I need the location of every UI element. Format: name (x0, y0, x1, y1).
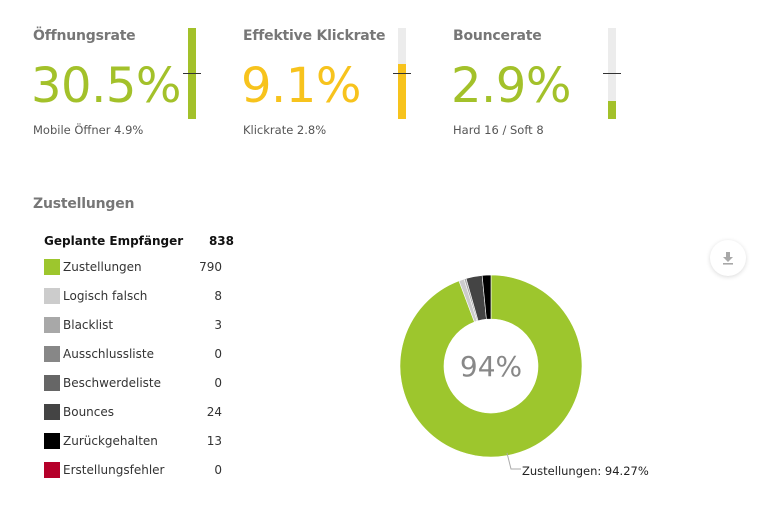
legend-swatch (44, 259, 60, 275)
legend-item-label: Erstellungsfehler (63, 463, 165, 477)
legend-swatch (44, 433, 60, 449)
legend-item-value: 13 (206, 434, 222, 448)
gauge-fill (608, 101, 616, 119)
legend-swatch (44, 404, 60, 420)
kpi-open-rate-sub: Mobile Öffner 4.9% (33, 123, 144, 137)
legend-swatch (44, 375, 60, 391)
download-chart-button[interactable] (710, 240, 746, 276)
legend-item-logisch-falsch[interactable]: Logisch falsch 8 (44, 288, 222, 306)
gauge-target-marker (603, 73, 621, 74)
kpi-bounce-rate-value: 2.9% (451, 58, 571, 114)
legend-item-bounces[interactable]: Bounces 24 (44, 404, 222, 422)
legend-item-label: Ausschlussliste (63, 347, 154, 361)
kpi-click-rate-sub: Klickrate 2.8% (243, 123, 327, 137)
legend-item-label: Blacklist (63, 318, 114, 332)
legend-item-blacklist[interactable]: Blacklist 3 (44, 317, 222, 335)
legend-item-label: Zurückgehalten (63, 434, 158, 448)
legend-item-erstellungsfehler[interactable]: Erstellungsfehler 0 (44, 462, 222, 480)
legend-item-zustellungen[interactable]: Zustellungen 790 (44, 259, 222, 277)
callout-connector (506, 452, 521, 470)
legend-item-label: Logisch falsch (63, 289, 148, 303)
legend-item-value: 0 (214, 347, 222, 361)
legend-item-beschwerdeliste[interactable]: Beschwerdeliste 0 (44, 375, 222, 393)
section-title-deliveries: Zustellungen (33, 196, 135, 212)
legend-item-value: 8 (214, 289, 222, 303)
donut-slice-zustellungen[interactable] (399, 274, 583, 458)
planned-recipients-label: Geplante Empfänger (44, 234, 184, 248)
legend-header-planned-recipients: Geplante Empfänger 838 (44, 233, 234, 251)
kpi-bounce-rate-title: Bouncerate (453, 28, 542, 44)
kpi-open-rate-title: Öffnungsrate (33, 28, 136, 44)
kpi-open-rate-gauge (183, 28, 201, 119)
gauge-target-marker (183, 73, 201, 74)
planned-recipients-value: 838 (208, 234, 234, 248)
donut-center-label: 94% (459, 349, 523, 383)
legend-item-ausschlussliste[interactable]: Ausschlussliste 0 (44, 346, 222, 364)
donut-slice-zur-ckgehalten[interactable] (481, 274, 492, 320)
legend-item-label: Beschwerdeliste (63, 376, 161, 390)
legend-item-label: Bounces (63, 405, 115, 419)
legend-item-value: 790 (199, 260, 222, 274)
kpi-click-rate-value: 9.1% (241, 58, 361, 114)
legend-swatch (44, 346, 60, 362)
donut-callout-label: Zustellungen: 94.27% (522, 464, 649, 478)
kpi-click-rate-gauge (393, 28, 411, 119)
kpi-click-rate-title: Effektive Klickrate (243, 28, 386, 44)
kpi-bounce-rate-sub: Hard 16 / Soft 8 (453, 123, 544, 137)
gauge-target-marker (393, 73, 411, 74)
legend-item-value: 24 (206, 405, 222, 419)
legend-swatch (44, 288, 60, 304)
kpi-bounce-rate-gauge (603, 28, 621, 119)
legend-item-value: 0 (214, 463, 222, 477)
kpi-open-rate-value: 30.5% (31, 58, 181, 114)
download-icon (723, 252, 733, 265)
legend-item-zurueckgehalten[interactable]: Zurückgehalten 13 (44, 433, 222, 451)
legend-swatch (44, 462, 60, 478)
legend-swatch (44, 317, 60, 333)
deliveries-donut-chart: 94% (399, 274, 583, 458)
gauge-fill (398, 64, 406, 119)
legend-item-value: 0 (214, 376, 222, 390)
donut-svg (399, 274, 583, 458)
legend-item-label: Zustellungen (63, 260, 142, 274)
legend-item-value: 3 (214, 318, 222, 332)
